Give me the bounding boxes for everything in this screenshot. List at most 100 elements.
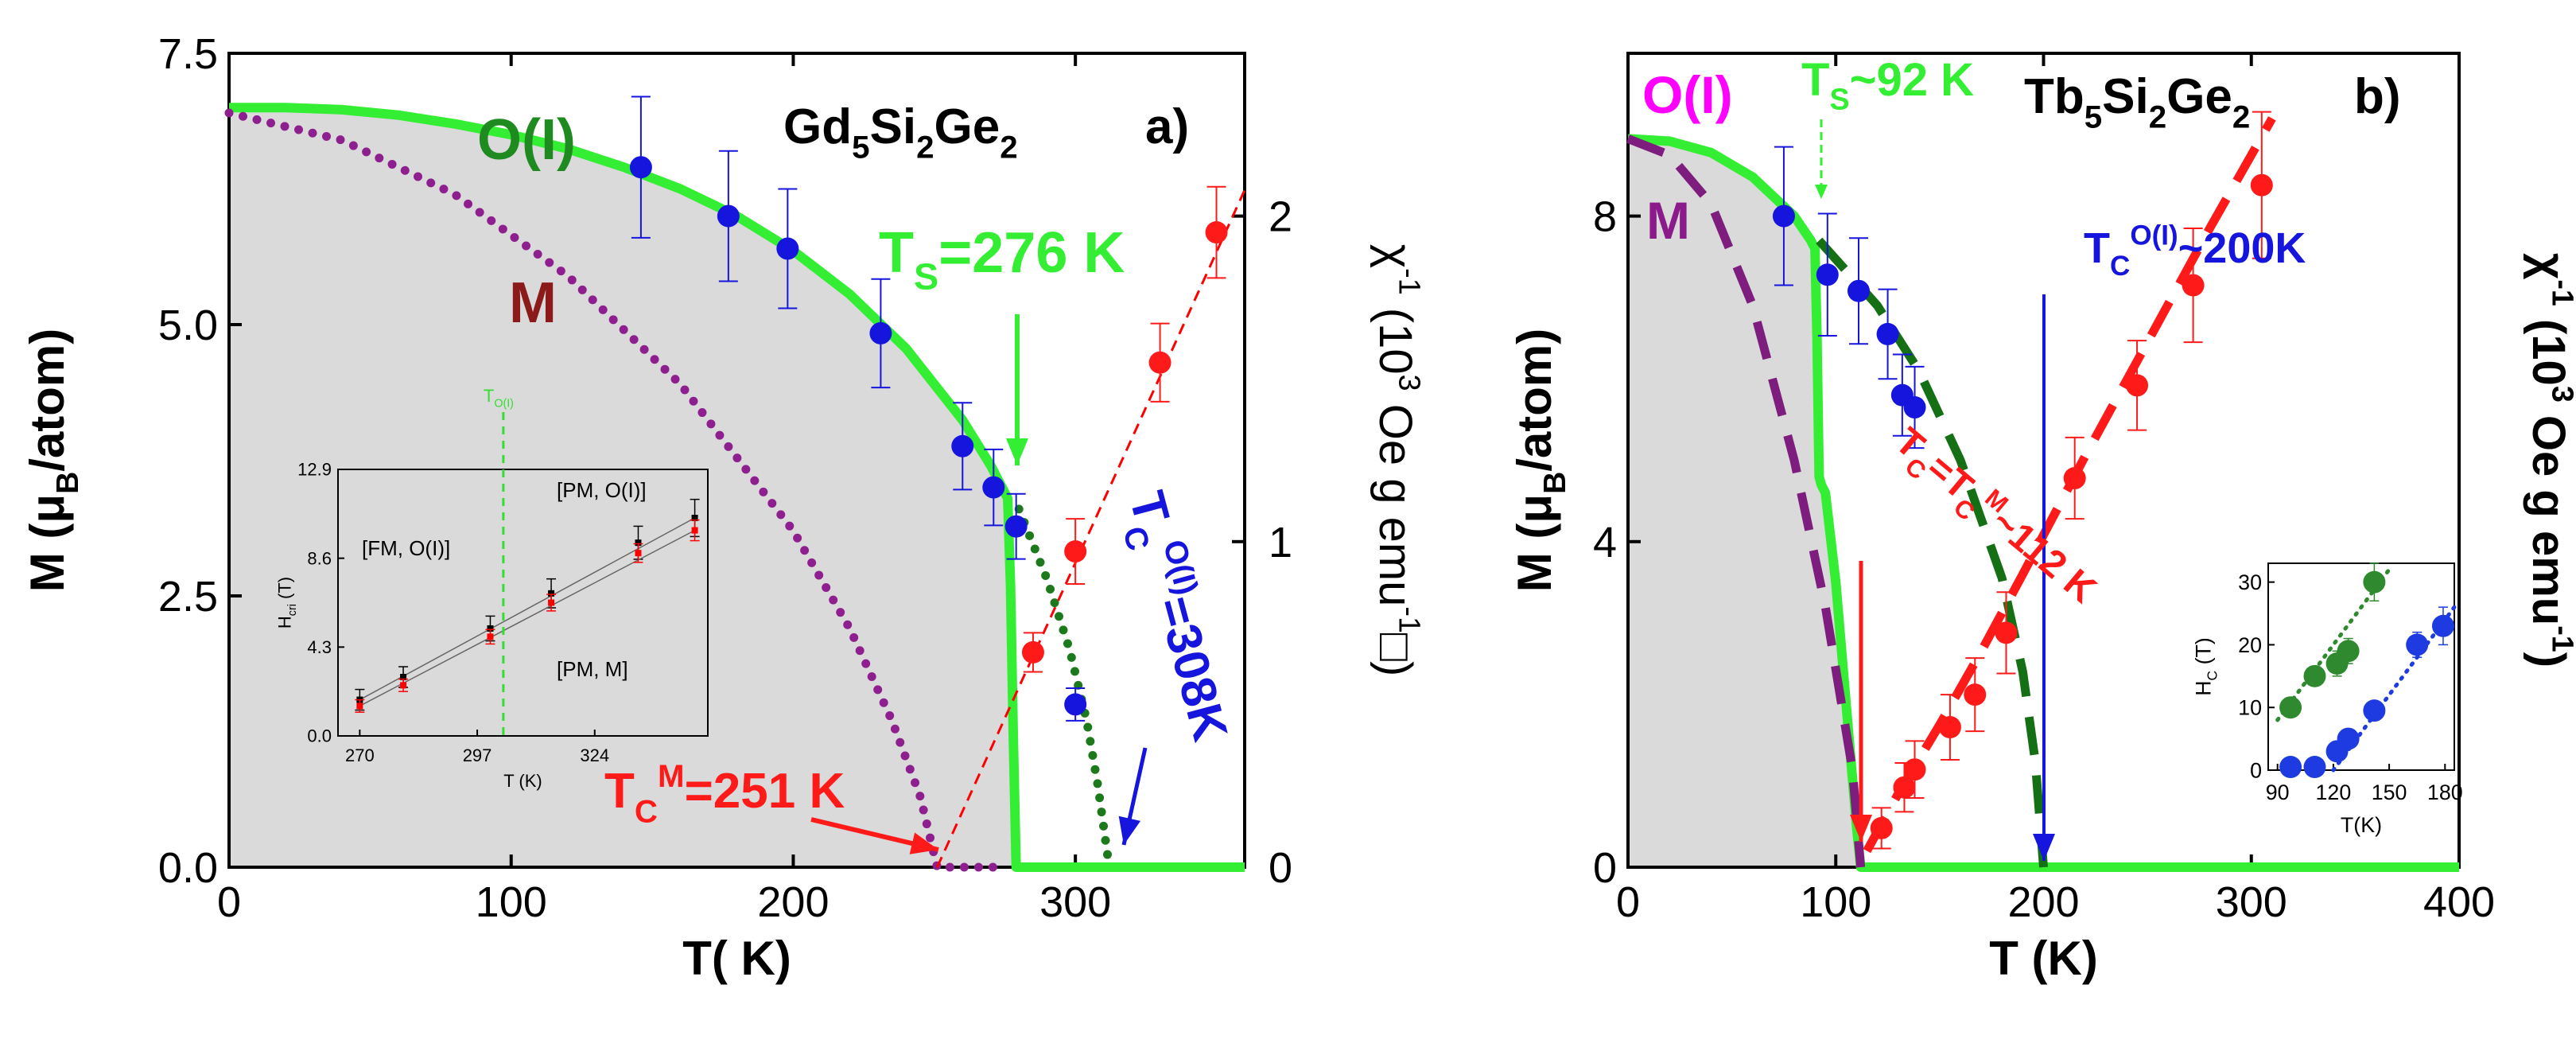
x-tick-label: 100 [1800,878,1871,926]
inset-x-tick-label: 324 [580,745,609,765]
compound-label-part: 5 [852,130,869,165]
ts-arrow-head [1815,185,1828,199]
compound-label-part: Ge [934,99,1000,154]
data-point [1870,816,1893,839]
inset-x-tick-label: 150 [2372,780,2407,804]
compound-label-part: 2 [2149,99,2166,135]
plot-frame [227,52,1246,869]
y2-tick-label: 0 [1269,844,1292,892]
inset-data-point [2279,696,2302,719]
label-tc-m-part: T [604,764,635,819]
data-point [1205,221,1228,244]
y2-tick-label: 1 [1269,519,1292,566]
compound-label-part: 2 [2232,99,2250,135]
label-ts-part: =276 K [938,221,1125,285]
x-tick-label: 100 [476,878,547,926]
y2-axis-label-part: ) [2523,652,2574,668]
inset-data-point [2431,614,2454,637]
data-point [1903,758,1926,781]
label-tc-oi-part: =308K [1147,590,1237,746]
inset-x-tick-label: 180 [2427,780,2463,804]
y2-axis-label: χ-1 (103 Oe g emu-1□) [1370,244,1426,677]
data-point [982,476,1005,499]
compound-label-part: Si [2102,69,2149,124]
y2-axis-label-part: 3 [1393,375,1426,391]
inset-y-tick-label: 0 [2250,758,2262,782]
y-tick-label: 0 [1593,844,1617,892]
inset-data-point [548,590,555,597]
inset-region-pm-oi: [PM, O(I)] [557,478,647,502]
compound-label: Gd5Si2Ge2 [783,99,1018,165]
y2-axis-label-part: □) [1370,633,1421,676]
series-line [1626,134,1866,868]
y2-axis-label-part: -1 [2546,625,2576,652]
data-point [2063,467,2086,490]
inset-y-tick-label: 8.6 [307,548,332,568]
y2-axis-label-part: χ [2523,253,2574,280]
inset-data-point [635,539,642,547]
inset-frame [337,469,709,737]
compound-label-part: Ge [2166,69,2232,124]
inset-data-point [2303,664,2326,687]
y-tick-label: 5.0 [158,302,218,349]
inset-data-point [635,550,642,557]
inset-y-tick-label: 12.9 [297,460,332,480]
ts-arrow-head [1006,438,1028,465]
label-tc-oi: TCO(I)~200K [2084,220,2306,282]
x-tick-label: 0 [1616,878,1640,926]
y2-axis-label: χ-1 (103 Oe g emu-1) [2523,253,2576,668]
data-point [1148,351,1171,374]
label-tc-m-part: M [658,758,685,794]
inset-y-label: HC (T) [2192,637,2220,696]
compound-label-part: Tb [2024,69,2085,124]
inset-fit-line [2275,567,2391,722]
inset-region-fm-oi: [FM, O(I)] [362,536,450,560]
panel-a-chart: 0 100 200 300 0.0 2.5 5.0 7.5 0 1 2 T( K) M (μB/atom… [21,30,1426,985]
compound-label-part: 2 [916,130,934,165]
y-axis-label: M (μB/atom) [1508,329,1572,593]
inset-data-point [548,599,555,606]
inset-data-point [487,633,494,640]
panel-label: a) [1145,99,1189,154]
inset-t-label-part: O(I) [494,398,514,411]
series-line [1627,134,2459,872]
y-axis-label-part: B [1538,472,1572,494]
inset-fit-line [359,529,695,707]
data-point [717,204,740,228]
x-tick-label: 200 [757,878,829,926]
y2-axis-label-part: Oe g emu [1370,391,1421,607]
y2-axis-label-part: 3 [2546,386,2576,403]
x-tick-label: 400 [2423,878,2495,926]
series-line [1014,504,1114,872]
inset-data-point [487,625,494,632]
label-m: M [509,271,557,335]
label-tc-oi-part: T [2084,224,2110,272]
inset-data-point [2406,633,2429,656]
label-tc-oi-part: O(I) [2130,220,2178,251]
data-point [629,156,652,179]
label-tc-m: TC=TCM~112 K [1882,416,2107,618]
data-point [1903,396,1926,419]
y2-axis-label-part: Oe g emu [2523,403,2574,625]
label-oi: O(I) [477,108,576,172]
panel-label: b) [2354,69,2401,124]
inset-y-tick-label: 30 [2238,570,2262,594]
x-tick-label: 0 [217,878,241,926]
inset-t-label: TO(I) [484,386,514,411]
compound-label-part: 2 [1000,130,1017,165]
inset-x-tick-label: 120 [2316,780,2352,804]
y-axis-label-part: /atom) [21,329,74,472]
x-tick-label: 300 [2216,878,2287,926]
inset-y-label-part: (T) [275,577,295,604]
y-tick-label: 8 [1593,193,1617,241]
inset-y-label-part: C [2205,671,2220,681]
data-point [1064,540,1087,563]
data-point [1847,279,1870,302]
inset-data-point [356,703,363,710]
compound-label: Tb5Si2Ge2 [2024,69,2250,135]
compound-label-part: Gd [783,99,852,154]
label-ts-part: S [1829,82,1849,115]
inset-x-label: T (K) [503,771,542,791]
y-axis-label-part: /atom) [1508,329,1561,472]
